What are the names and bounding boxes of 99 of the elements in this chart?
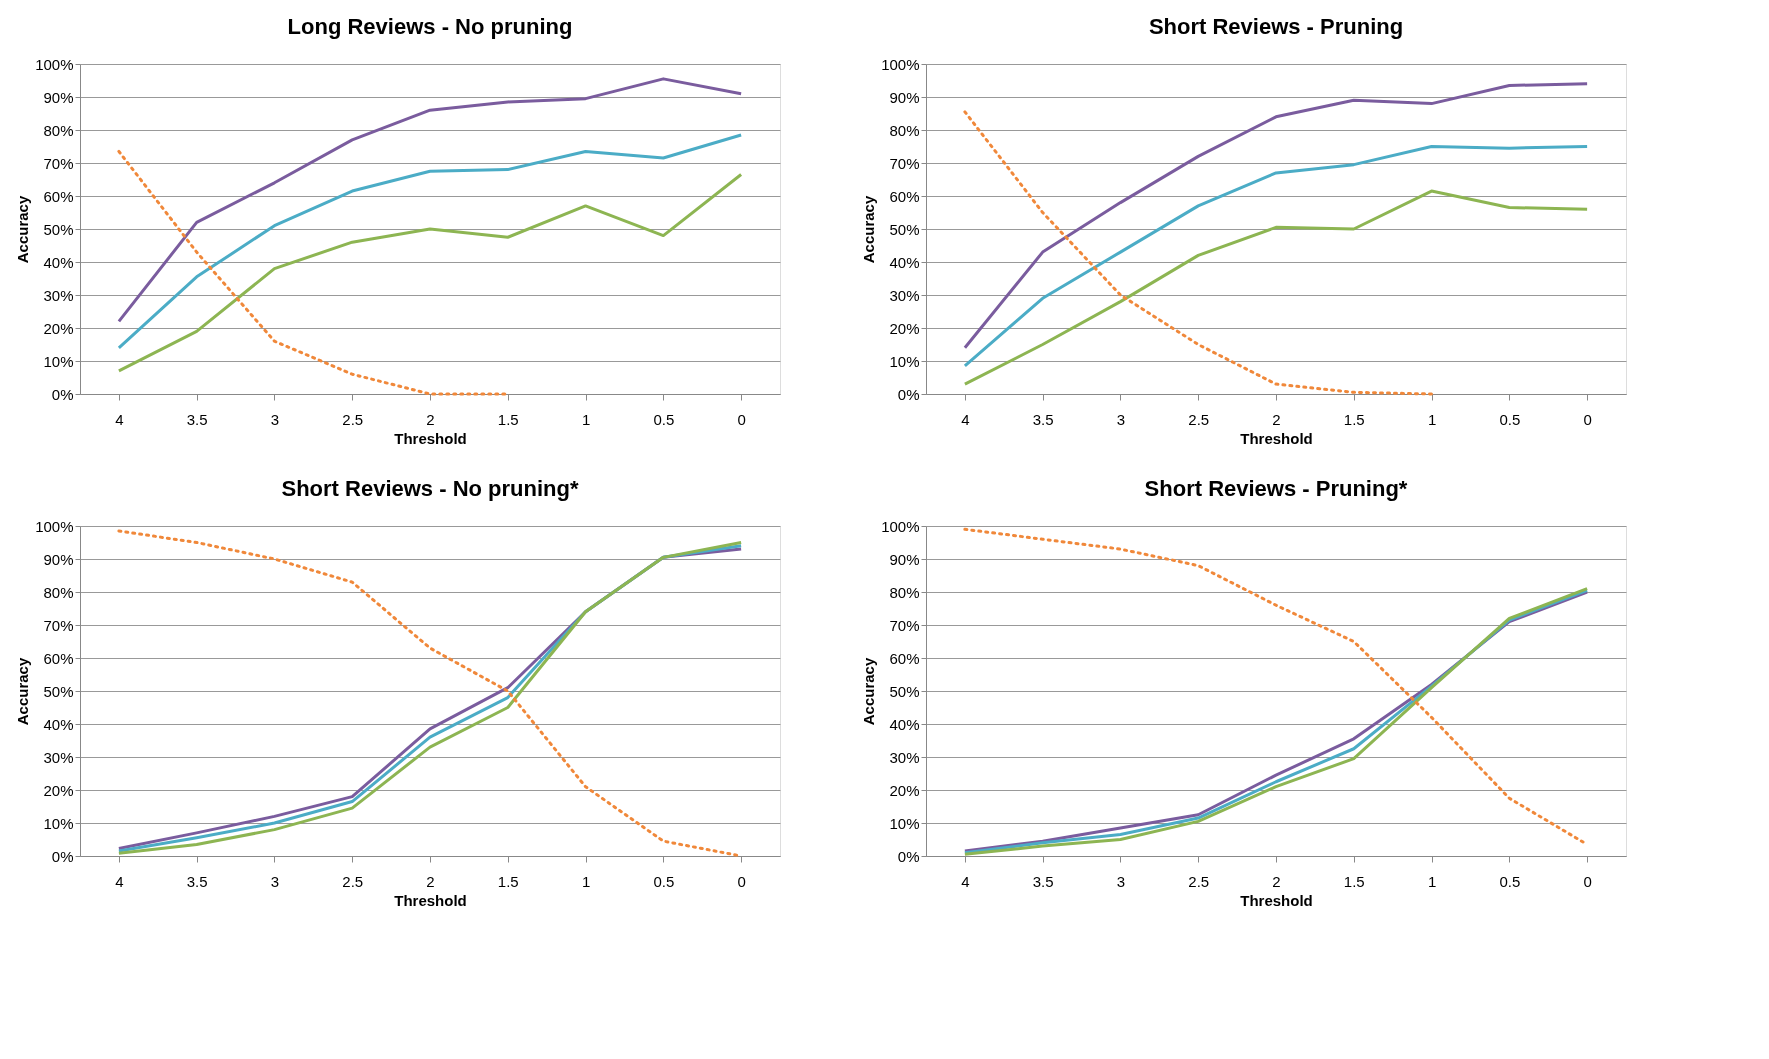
x-tick-label: 3.5 (186, 410, 208, 428)
y-tick-label: 40% (889, 715, 920, 733)
y-tick-label: 60% (43, 187, 74, 205)
x-tick-label: 1 (581, 872, 591, 890)
x-tick-label: 1 (1427, 410, 1437, 428)
y-tick-label: 10% (43, 352, 74, 370)
x-tick-label: 1 (1427, 872, 1437, 890)
y-tick-label: 50% (43, 682, 74, 700)
x-tick-label: 1.5 (1343, 410, 1365, 428)
y-tick-label: 30% (43, 748, 74, 766)
x-tick-label: 2 (426, 410, 435, 428)
x-axis-title: Threshold (1240, 429, 1313, 447)
x-tick-label: 2 (426, 872, 435, 890)
y-tick-label: 20% (43, 319, 74, 337)
x-tick-label: 1 (581, 410, 591, 428)
y-tick-label: 30% (889, 286, 920, 304)
x-tick-label: 0 (1583, 410, 1592, 428)
x-tick-label: 0.5 (1499, 872, 1521, 890)
y-tick-label: 100% (35, 55, 74, 73)
x-tick-label: 3.5 (186, 872, 208, 890)
y-tick-label: 80% (43, 121, 74, 139)
y-tick-label: 50% (43, 220, 74, 238)
x-tick-label: 4 (115, 410, 124, 428)
line-series (963, 110, 1434, 396)
y-tick-label: 70% (43, 154, 74, 172)
x-tick-label: 3 (270, 872, 280, 890)
x-tick-label: 1.5 (497, 872, 519, 890)
y-tick-label: 70% (889, 154, 920, 172)
line-series (117, 77, 743, 323)
x-tick-label: 0 (1583, 872, 1592, 890)
x-tick-label: 2 (1272, 410, 1281, 428)
line-series (117, 173, 743, 373)
y-tick-label: 60% (889, 649, 920, 667)
x-tick-label: 2.5 (342, 872, 364, 890)
y-tick-label: 90% (43, 88, 74, 106)
x-tick-label: 1.5 (1343, 872, 1365, 890)
x-tick-label: 3.5 (1032, 872, 1054, 890)
y-tick-label: 60% (889, 187, 920, 205)
line-series (963, 189, 1589, 386)
x-tick-label: 2.5 (1188, 872, 1210, 890)
x-tick-label: 4 (961, 410, 970, 428)
y-axis-title: Accuracy (860, 657, 878, 726)
y-tick-label: 70% (889, 616, 920, 634)
y-tick-label: 80% (889, 583, 920, 601)
x-tick-label: 2 (1272, 872, 1281, 890)
y-tick-label: 0% (897, 385, 920, 403)
y-tick-label: 100% (881, 517, 920, 535)
y-tick-label: 70% (43, 616, 74, 634)
y-tick-label: 10% (889, 352, 920, 370)
x-tick-label: 3 (1116, 872, 1126, 890)
y-tick-label: 100% (35, 517, 74, 535)
x-tick-label: 0.5 (1499, 410, 1521, 428)
y-tick-label: 90% (889, 550, 920, 568)
x-tick-label: 1.5 (497, 410, 519, 428)
y-tick-label: 90% (889, 88, 920, 106)
x-tick-label: 3 (1116, 410, 1126, 428)
y-tick-label: 0% (897, 847, 920, 865)
chart-title: Short Reviews - Pruning* (1144, 476, 1408, 501)
y-axis-title: Accuracy (860, 195, 878, 264)
y-tick-label: 60% (43, 649, 74, 667)
y-tick-label: 20% (889, 781, 920, 799)
x-tick-label: 0 (737, 410, 746, 428)
chart-title: Long Reviews - No pruning (287, 14, 573, 39)
y-tick-label: 10% (889, 814, 920, 832)
chart-title: Short Reviews - No pruning* (281, 476, 579, 501)
y-axis-title: Accuracy (14, 195, 32, 264)
y-tick-label: 20% (889, 319, 920, 337)
line-series (117, 133, 743, 350)
y-tick-label: 80% (43, 583, 74, 601)
y-tick-label: 40% (43, 253, 74, 271)
y-tick-label: 0% (51, 385, 74, 403)
y-tick-label: 80% (889, 121, 920, 139)
y-tick-label: 30% (889, 748, 920, 766)
x-tick-label: 3.5 (1032, 410, 1054, 428)
y-axis-title: Accuracy (14, 657, 32, 726)
x-axis-title: Threshold (394, 891, 467, 909)
x-tick-label: 4 (961, 872, 970, 890)
x-tick-label: 0 (737, 872, 746, 890)
x-axis-title: Threshold (394, 429, 467, 447)
y-tick-label: 40% (889, 253, 920, 271)
x-tick-label: 3 (270, 410, 280, 428)
x-axis-title: Threshold (1240, 891, 1313, 909)
y-tick-label: 50% (889, 220, 920, 238)
y-tick-label: 0% (51, 847, 74, 865)
y-tick-label: 50% (889, 682, 920, 700)
line-series (963, 82, 1589, 350)
x-tick-label: 4 (115, 872, 124, 890)
y-tick-label: 90% (43, 550, 74, 568)
x-tick-label: 0.5 (653, 410, 675, 428)
y-tick-label: 20% (43, 781, 74, 799)
y-tick-label: 30% (43, 286, 74, 304)
chart-title: Short Reviews - Pruning (1148, 14, 1404, 39)
line-series (963, 145, 1589, 368)
y-tick-label: 40% (43, 715, 74, 733)
y-tick-label: 10% (43, 814, 74, 832)
x-tick-label: 2.5 (342, 410, 364, 428)
x-tick-label: 0.5 (653, 872, 675, 890)
y-tick-label: 100% (881, 55, 920, 73)
x-tick-label: 2.5 (1188, 410, 1210, 428)
